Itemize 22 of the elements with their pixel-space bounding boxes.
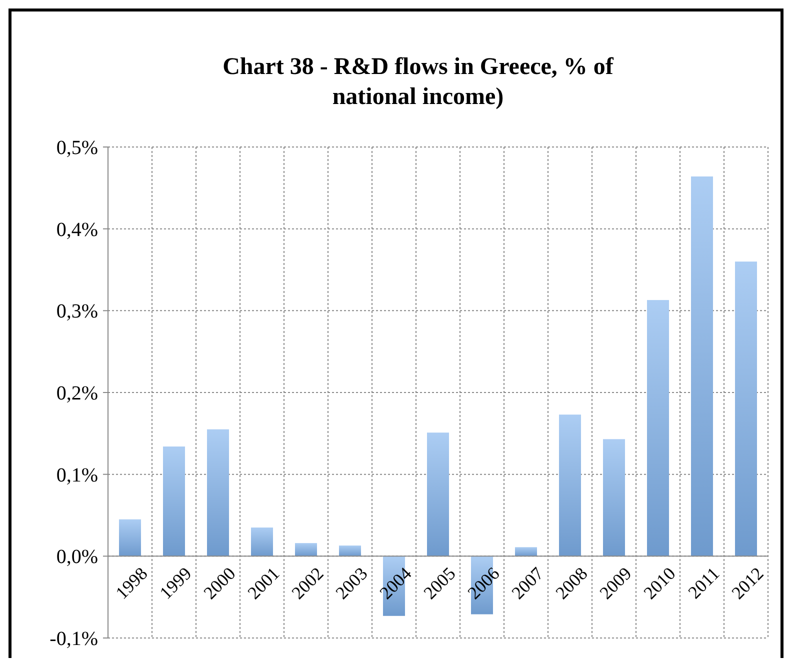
- bar: [251, 528, 273, 556]
- bar: [691, 176, 713, 556]
- x-tick-label: 2011: [684, 563, 724, 602]
- y-tick-label: 0,3%: [56, 300, 98, 323]
- y-tick-label: 0,2%: [56, 382, 98, 404]
- bar: [735, 262, 757, 556]
- bar: [647, 300, 669, 556]
- bar: [603, 439, 625, 556]
- bar: [295, 543, 317, 556]
- bar: [427, 432, 449, 556]
- bar: [559, 414, 581, 556]
- bar: [339, 546, 361, 556]
- bar: [207, 429, 229, 556]
- bar: [515, 547, 537, 556]
- y-tick-label: 0,0%: [56, 546, 98, 568]
- y-tick-label: 0,5%: [56, 137, 98, 159]
- y-tick-label: -0,1%: [50, 628, 98, 650]
- y-tick-label: 0,4%: [56, 218, 98, 241]
- y-tick-label: 0,1%: [56, 464, 98, 486]
- bar: [119, 519, 141, 556]
- chart-title: Chart 38 - R&D flows in Greece, % of national income): [222, 54, 614, 110]
- bar: [163, 446, 185, 556]
